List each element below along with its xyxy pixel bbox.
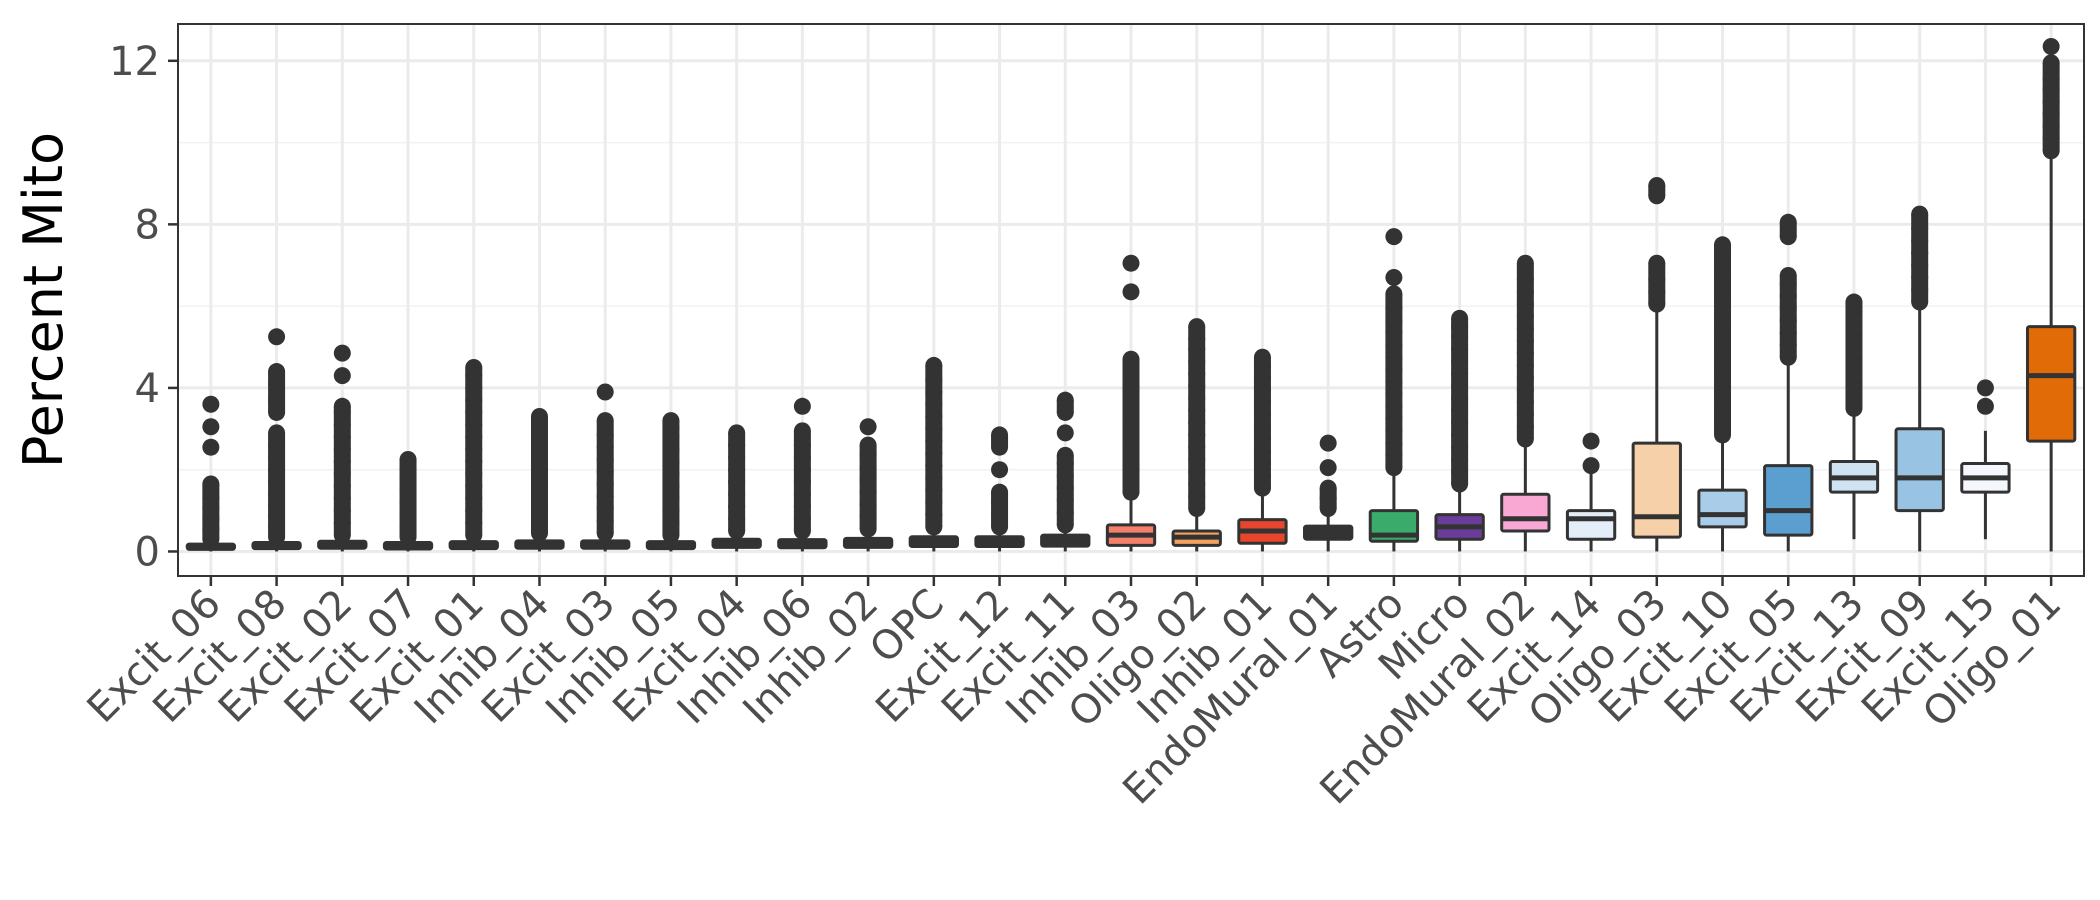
- outlier-point: [596, 383, 614, 401]
- box-OPC: [908, 356, 959, 552]
- box-Excit_14: [1565, 432, 1617, 552]
- box-body: [1894, 427, 1945, 513]
- outlier-point: [793, 397, 811, 415]
- outlier-point: [202, 438, 220, 456]
- box-Excit_01: [448, 358, 499, 552]
- box-Excit_07: [382, 450, 434, 552]
- box-series: [185, 37, 2077, 552]
- box-Inhib_04: [514, 408, 565, 552]
- box-Excit_04: [711, 424, 762, 552]
- box-Astro: [1368, 228, 1420, 552]
- box-Inhib_05: [645, 412, 697, 552]
- box-body: [1500, 492, 1551, 533]
- outlier-point: [991, 461, 1009, 479]
- box-Excit_13: [1828, 293, 1880, 540]
- y-tick-label: 12: [109, 39, 160, 85]
- box-body: [1697, 488, 1748, 529]
- outlier-point: [859, 418, 877, 436]
- outlier-point: [1582, 432, 1600, 450]
- y-tick-label: 0: [135, 529, 160, 575]
- box-Inhib_02: [842, 418, 894, 552]
- box-Excit_15: [1960, 379, 2011, 540]
- box-Inhib_06: [777, 397, 828, 552]
- box-Excit_10: [1697, 236, 1748, 552]
- box-Excit_12: [974, 426, 1025, 552]
- box-EndoMural_02: [1500, 254, 1551, 552]
- box-Excit_08: [251, 328, 302, 552]
- outlier-point: [202, 395, 220, 413]
- outlier-point: [2042, 37, 2060, 55]
- outlier-point: [1056, 424, 1074, 442]
- box-Excit_09: [1894, 205, 1945, 552]
- box-body: [1565, 509, 1617, 541]
- box-Excit_11: [1040, 391, 1091, 552]
- y-tick-label: 4: [135, 366, 160, 412]
- box-Inhib_01: [1237, 348, 1288, 552]
- box-body: [1631, 441, 1682, 539]
- box-Oligo_01: [2025, 37, 2077, 552]
- outlier-point: [1385, 269, 1403, 287]
- box-body: [1763, 464, 1814, 537]
- outlier-point: [268, 328, 286, 346]
- outlier-point: [1122, 254, 1140, 272]
- outlier-point: [1319, 459, 1337, 477]
- box-Excit_06: [185, 395, 237, 552]
- y-axis: 0 4 8 12: [109, 39, 178, 575]
- outlier-point: [202, 418, 220, 436]
- outlier-point: [333, 367, 351, 385]
- y-tick-label: 8: [135, 202, 160, 248]
- outlier-point: [1385, 228, 1403, 246]
- box-Excit_02: [317, 344, 368, 552]
- outlier-point: [1976, 379, 1994, 397]
- y-axis-title: Percent Mito: [12, 132, 75, 468]
- box-Excit_03: [580, 383, 631, 552]
- x-axis: Excit_06Excit_08Excit_02Excit_07Excit_01…: [79, 576, 2070, 813]
- box-Oligo_02: [1171, 318, 1222, 552]
- outlier-point: [1582, 457, 1600, 475]
- box-Inhib_03: [1105, 254, 1157, 552]
- box-Micro: [1434, 309, 1485, 552]
- box-body: [2025, 325, 2077, 443]
- outlier-point: [1976, 397, 1994, 415]
- outlier-point: [333, 344, 351, 362]
- box-Oligo_03: [1631, 177, 1682, 552]
- box-Excit_05: [1763, 213, 1814, 552]
- box-EndoMural_01: [1303, 434, 1354, 552]
- outlier-point: [1122, 283, 1140, 301]
- outlier-point: [1319, 434, 1337, 452]
